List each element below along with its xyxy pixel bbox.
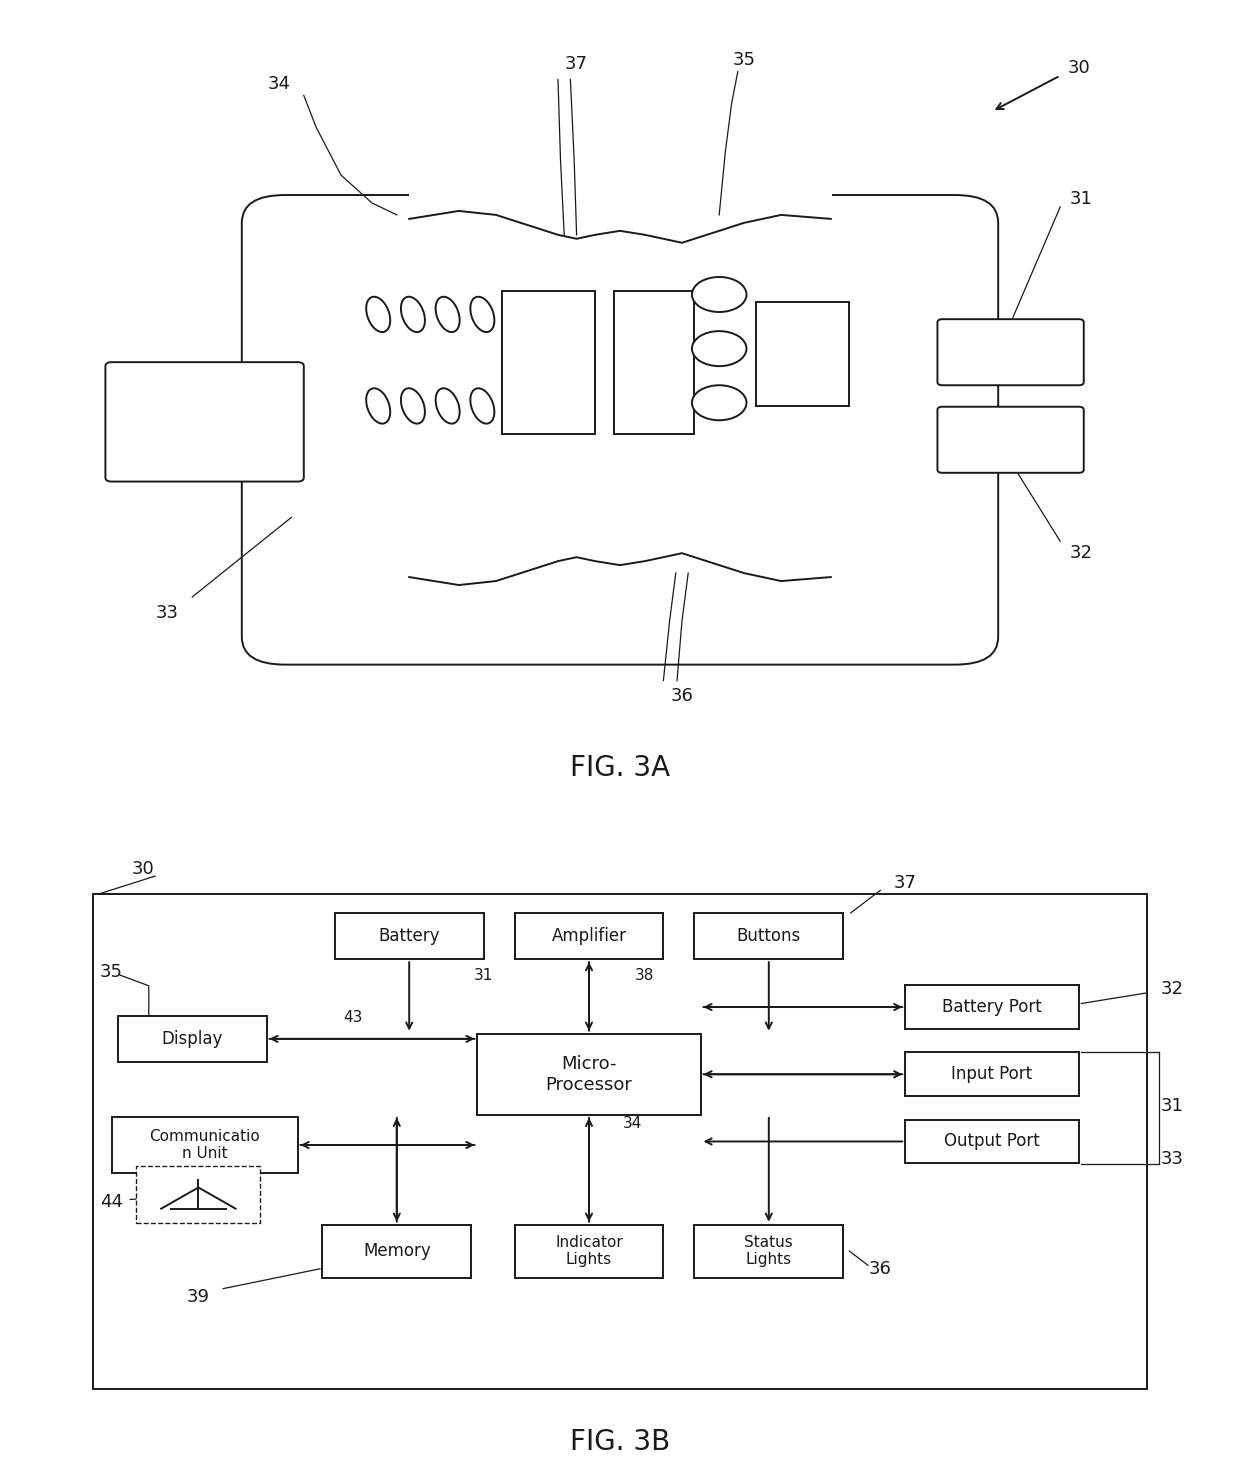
Text: 37: 37 (565, 55, 588, 72)
Circle shape (692, 277, 746, 312)
Text: 30: 30 (1068, 59, 1090, 77)
Bar (694, 1225, 843, 1278)
Text: Micro-
Processor: Micro- Processor (546, 1055, 632, 1094)
Ellipse shape (505, 388, 529, 423)
Bar (905, 985, 1079, 1029)
Text: 31: 31 (474, 968, 494, 983)
Text: 34: 34 (622, 1116, 642, 1131)
Text: 35: 35 (100, 963, 123, 980)
Text: Output Port: Output Port (944, 1132, 1040, 1151)
Ellipse shape (401, 296, 425, 332)
Text: 36: 36 (671, 687, 693, 706)
Ellipse shape (505, 296, 529, 332)
Bar (118, 1016, 267, 1061)
Text: 32: 32 (1161, 980, 1183, 998)
Text: Display: Display (161, 1030, 223, 1048)
Text: 39: 39 (187, 1288, 210, 1306)
Text: Battery Port: Battery Port (942, 998, 1042, 1016)
Bar (93, 893, 1147, 1389)
FancyBboxPatch shape (937, 320, 1084, 385)
Bar (756, 302, 849, 405)
Text: 33: 33 (1161, 1150, 1183, 1169)
Text: FIG. 3B: FIG. 3B (570, 1428, 670, 1456)
Text: Input Port: Input Port (951, 1066, 1033, 1083)
FancyBboxPatch shape (242, 195, 998, 665)
Ellipse shape (366, 388, 391, 423)
Text: Communicatio
n Unit: Communicatio n Unit (149, 1129, 260, 1162)
Text: 30: 30 (131, 859, 154, 879)
Circle shape (692, 385, 746, 420)
Bar (112, 1117, 298, 1173)
Text: 33: 33 (156, 604, 179, 622)
Bar (502, 290, 595, 433)
Bar (905, 1120, 1079, 1163)
Bar (694, 914, 843, 960)
Text: 36: 36 (869, 1260, 892, 1278)
Ellipse shape (435, 296, 460, 332)
Bar (905, 1052, 1079, 1097)
Text: 32: 32 (1070, 544, 1092, 562)
Bar (515, 1225, 663, 1278)
FancyBboxPatch shape (105, 363, 304, 482)
FancyBboxPatch shape (937, 407, 1084, 473)
Text: 34: 34 (268, 75, 290, 93)
Text: Buttons: Buttons (737, 927, 801, 945)
Bar (136, 1166, 260, 1223)
Text: Memory: Memory (363, 1243, 430, 1260)
Text: 37: 37 (894, 874, 916, 892)
Circle shape (692, 332, 746, 366)
Text: 31: 31 (1070, 190, 1092, 208)
Text: 44: 44 (100, 1192, 123, 1210)
Bar (515, 914, 663, 960)
Ellipse shape (435, 388, 460, 423)
Ellipse shape (470, 388, 495, 423)
Ellipse shape (366, 296, 391, 332)
Ellipse shape (401, 388, 425, 423)
Text: 31: 31 (1161, 1097, 1183, 1116)
Ellipse shape (470, 296, 495, 332)
Text: 35: 35 (733, 50, 755, 69)
Bar (477, 1033, 701, 1114)
Text: FIG. 3A: FIG. 3A (570, 755, 670, 783)
Text: 38: 38 (635, 968, 655, 983)
Bar (335, 914, 484, 960)
Text: Amplifier: Amplifier (552, 927, 626, 945)
Text: 43: 43 (343, 1010, 363, 1024)
Text: Battery: Battery (378, 927, 440, 945)
Text: Status
Lights: Status Lights (744, 1235, 794, 1268)
Bar (322, 1225, 471, 1278)
Text: Indicator
Lights: Indicator Lights (556, 1235, 622, 1268)
Bar (614, 290, 694, 433)
